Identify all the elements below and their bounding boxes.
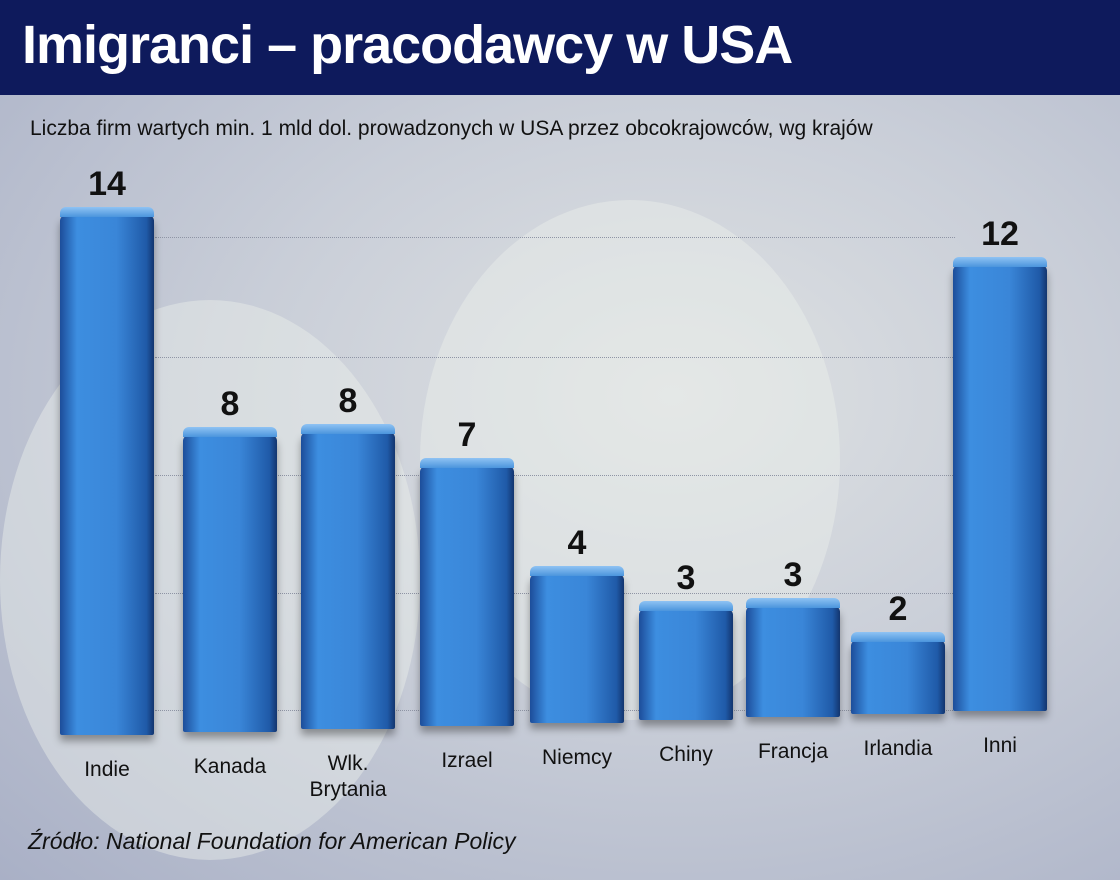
bar xyxy=(301,423,395,729)
bar xyxy=(60,207,154,735)
value-label: 4 xyxy=(567,524,587,563)
bar xyxy=(420,458,514,726)
value-label: 12 xyxy=(981,215,1019,254)
chart-subtitle: Liczba firm wartych min. 1 mld dol. prow… xyxy=(30,117,873,140)
bar xyxy=(639,600,733,720)
value-label: 3 xyxy=(676,558,696,597)
value-label: 8 xyxy=(220,384,240,423)
value-label: 3 xyxy=(783,555,803,594)
value-label: 8 xyxy=(338,381,358,420)
decor-line xyxy=(155,475,955,476)
x-tick-label: Indie xyxy=(84,758,130,781)
chart-title: Imigranci – pracodawcy w USA xyxy=(22,15,793,75)
source-note: Źródło: National Foundation for American… xyxy=(28,828,516,854)
x-tick-label: Irlandia xyxy=(863,737,933,760)
x-tick-label: Kanada xyxy=(193,755,267,778)
bar xyxy=(530,566,624,723)
decor-line xyxy=(155,237,955,238)
x-tick-label: Izrael xyxy=(441,749,493,772)
bar xyxy=(746,597,840,717)
x-tick-label: Francja xyxy=(757,740,829,763)
x-tick-label: Inni xyxy=(983,734,1017,757)
value-label: 14 xyxy=(88,165,126,203)
bar xyxy=(851,631,945,714)
decor-line xyxy=(155,357,955,358)
x-tick-label: Niemcy xyxy=(541,746,612,769)
value-label: 2 xyxy=(888,589,908,628)
x-tick-label: Chiny xyxy=(659,743,713,766)
title-bar: Imigranci – pracodawcy w USA xyxy=(0,0,1120,95)
value-label: 7 xyxy=(457,416,477,454)
bar xyxy=(183,426,277,732)
bar xyxy=(953,257,1047,711)
x-tick-label: Wlk. Brytania xyxy=(309,752,387,801)
